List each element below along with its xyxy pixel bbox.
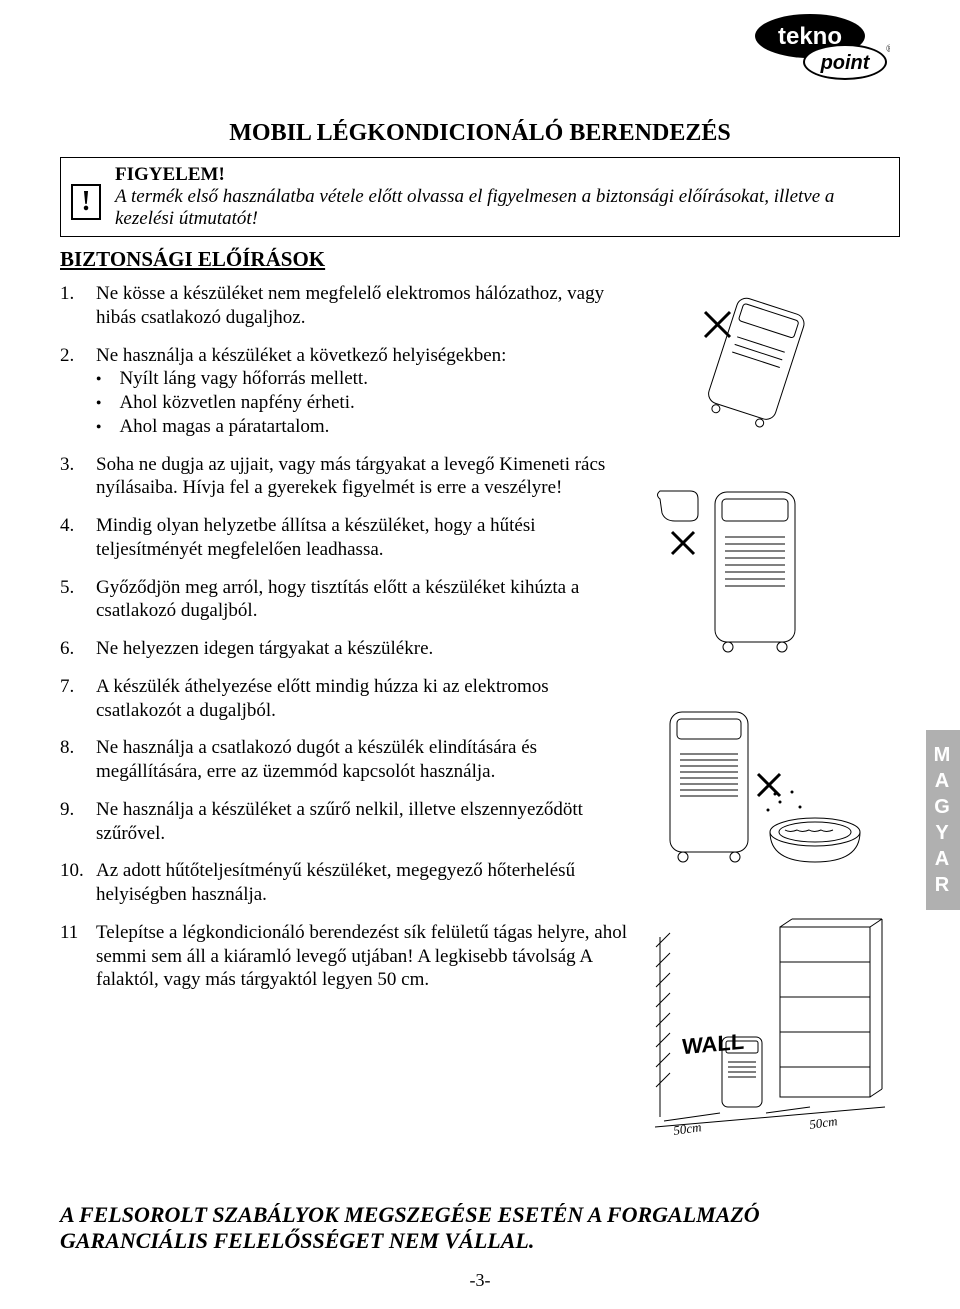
- rule-item: 10.Az adott hűtőteljesítményű készüléket…: [60, 859, 630, 907]
- figure-distance: WALL: [650, 907, 900, 1142]
- warning-icon: !: [71, 184, 101, 220]
- rule-text: Mindig olyan helyzetbe állítsa a készülé…: [96, 514, 630, 562]
- rule-item: 5.Győződjön meg arról, hogy tisztítás el…: [60, 576, 630, 624]
- figure-dist-1: 50cm: [672, 1119, 702, 1137]
- rule-text: A készülék áthelyezése előtt mindig húzz…: [96, 675, 630, 723]
- rule-text: Ne helyezzen idegen tárgyakat a készülék…: [96, 637, 630, 661]
- rule-item: 4.Mindig olyan helyzetbe állítsa a készü…: [60, 514, 630, 562]
- disclaimer: A FELSOROLT SZABÁLYOK MEGSZEGÉSE ESETÉN …: [60, 1202, 900, 1254]
- language-tab: MAGYAR: [926, 730, 960, 910]
- language-tab-letter: A: [926, 768, 960, 794]
- rule-text: Ne kösse a készüléket nem megfelelő elek…: [96, 282, 630, 330]
- rule-item: 3.Soha ne dugja az ujjait, vagy más tárg…: [60, 453, 630, 501]
- figure-no-objects: [650, 702, 900, 877]
- figure-no-finger: [650, 477, 900, 672]
- page-number: -3-: [0, 1270, 960, 1291]
- rule-text: Győződjön meg arról, hogy tisztítás előt…: [96, 576, 630, 624]
- figure-dist-2: 50cm: [808, 1113, 838, 1132]
- rule-subitem: Ahol közvetlen napfény érheti.: [96, 391, 630, 415]
- rule-item: 11Telepítse a légkondicionáló berendezés…: [60, 921, 630, 992]
- warning-body: A termék első használatba vétele előtt o…: [115, 186, 889, 230]
- rule-number: 11: [60, 921, 96, 992]
- rule-item: 6.Ne helyezzen idegen tárgyakat a készül…: [60, 637, 630, 661]
- language-tab-letter: Y: [926, 820, 960, 846]
- rule-item: 1.Ne kösse a készüléket nem megfelelő el…: [60, 282, 630, 330]
- brand-logo: tekno point ®: [750, 12, 890, 82]
- rule-text: Ne használja a készüléket a szűrő nelkil…: [96, 798, 630, 846]
- rule-item: 8.Ne használja a csatlakozó dugót a kész…: [60, 736, 630, 784]
- rule-text: Az adott hűtőteljesítményű készüléket, m…: [96, 859, 630, 907]
- warning-heading: FIGYELEM!: [115, 164, 889, 186]
- warning-box: ! FIGYELEM! A termék első használatba vé…: [60, 157, 900, 237]
- rules-column: 1.Ne kösse a készüléket nem megfelelő el…: [60, 282, 650, 1172]
- rule-item: 9.Ne használja a készüléket a szűrő nelk…: [60, 798, 630, 846]
- rule-number: 1.: [60, 282, 96, 330]
- rule-text: Telepítse a légkondicionáló berendezést …: [96, 921, 630, 992]
- rule-text: Ne használja a készüléket a következő he…: [96, 344, 630, 439]
- rule-subitem: Ahol magas a páratartalom.: [96, 415, 630, 439]
- rule-number: 7.: [60, 675, 96, 723]
- rule-number: 10.: [60, 859, 96, 907]
- logo-text-2: point: [820, 52, 871, 74]
- page-title: MOBIL LÉGKONDICIONÁLÓ BERENDEZÉS: [60, 120, 900, 147]
- rule-subitem: Nyílt láng vagy hőforrás mellett.: [96, 367, 630, 391]
- rule-text: Soha ne dugja az ujjait, vagy más tárgya…: [96, 453, 630, 501]
- rule-number: 6.: [60, 637, 96, 661]
- language-tab-letter: G: [926, 794, 960, 820]
- rule-number: 8.: [60, 736, 96, 784]
- language-tab-letter: A: [926, 846, 960, 872]
- rule-number: 2.: [60, 344, 96, 439]
- svg-text:®: ®: [886, 44, 890, 55]
- rule-item: 7.A készülék áthelyezése előtt mindig hú…: [60, 675, 630, 723]
- figures-column: WALL: [650, 282, 900, 1172]
- rule-number: 5.: [60, 576, 96, 624]
- rule-number: 3.: [60, 453, 96, 501]
- section-heading: BIZTONSÁGI ELŐÍRÁSOK: [60, 247, 900, 272]
- rule-text: Ne használja a csatlakozó dugót a készül…: [96, 736, 630, 784]
- rule-number: 9.: [60, 798, 96, 846]
- figure-no-tilt: [650, 282, 900, 447]
- language-tab-letter: R: [926, 872, 960, 898]
- rule-item: 2.Ne használja a készüléket a következő …: [60, 344, 630, 439]
- figure-wall-label: WALL: [682, 1029, 744, 1059]
- rule-number: 4.: [60, 514, 96, 562]
- language-tab-letter: M: [926, 742, 960, 768]
